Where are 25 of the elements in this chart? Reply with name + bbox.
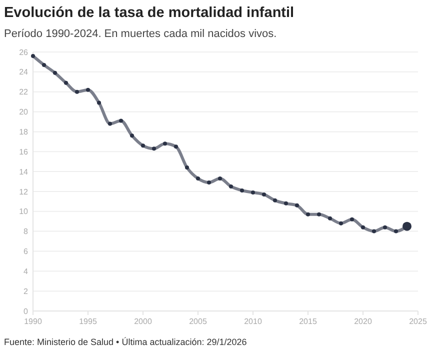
y-tick-label: 10: [19, 207, 29, 216]
x-tick-label: 2015: [299, 317, 318, 326]
y-tick-label: 4: [24, 266, 29, 276]
chart-subtitle: Período 1990-2024. En muertes cada mil nacidos vivos.: [4, 28, 277, 40]
y-tick-label: 8: [24, 227, 29, 236]
y-tick-label: 2: [24, 286, 29, 296]
y-tick-label: 6: [24, 247, 29, 256]
x-tick-label: 1990: [24, 317, 42, 326]
x-tick-label: 2025: [409, 317, 428, 326]
y-tick-label: 14: [19, 167, 29, 176]
y-tick-label: 12: [19, 187, 29, 196]
y-tick-label: 18: [19, 127, 29, 136]
x-tick-label: 2010: [244, 317, 262, 326]
x-tick-label: 2000: [134, 317, 152, 326]
x-tick-label: 2005: [189, 317, 208, 326]
x-tick-label: 1995: [79, 317, 98, 326]
y-tick-label: 22: [19, 88, 29, 97]
y-tick-label: 0: [24, 306, 29, 316]
x-tick-label: 2020: [354, 317, 372, 326]
y-tick-label: 26: [19, 48, 29, 57]
y-tick-label: 24: [19, 68, 29, 77]
y-tick-label: 20: [19, 108, 29, 117]
y-tick-label: 16: [19, 147, 29, 156]
source-note: Fuente: Ministerio de Salud • Última actualización: 29/1/2026: [4, 337, 247, 347]
chart-title: Evolución de la tasa de mortalidad infantil: [4, 5, 294, 21]
